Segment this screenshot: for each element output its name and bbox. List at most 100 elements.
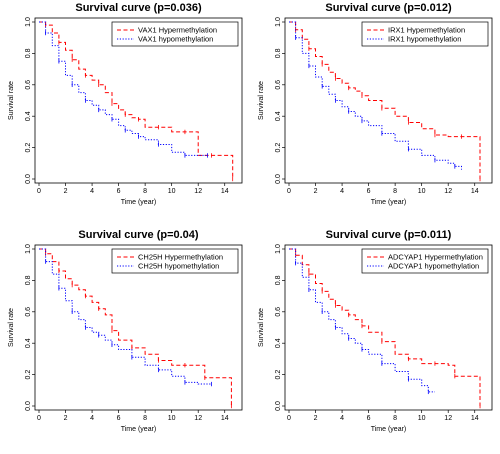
legend-box — [361, 248, 489, 274]
x-tick-label: 6 — [117, 188, 121, 195]
series-line-1 — [39, 248, 212, 385]
survival-panel-irx1: Survival curve (p=0.012) 0 2 4 6 8 10 12 14 0.0 0.… — [250, 0, 500, 227]
legend-box — [361, 21, 489, 47]
x-tick-label: 12 — [194, 415, 202, 422]
chart-svg: Survival curve (p=0.011) 0 2 4 6 8 10 12 14 0.0 0.… — [258, 229, 493, 433]
x-tick-label: 12 — [194, 188, 202, 195]
x-tick-label: 2 — [64, 188, 68, 195]
x-tick-label: 10 — [168, 415, 176, 422]
x-tick-label: 10 — [418, 415, 426, 422]
y-tick-label: 1.0 — [275, 17, 282, 27]
x-tick-label: 6 — [117, 415, 121, 422]
y-tick-label: 0.8 — [25, 48, 32, 58]
series-line-1 — [39, 21, 208, 156]
y-tick-label: 0.4 — [275, 111, 282, 121]
chart-title: Survival curve (p=0.04) — [78, 229, 198, 241]
y-tick-label: 0.0 — [25, 174, 32, 184]
x-tick-label: 8 — [143, 188, 147, 195]
chart-svg: Survival curve (p=0.04) 0 2 4 6 8 10 12 14 0.0 0.2… — [8, 229, 243, 433]
y-tick-label: 0.6 — [25, 80, 32, 90]
survival-panel-vax1: Survival curve (p=0.036) 0 2 4 6 8 10 12 14 0.0 0.… — [0, 0, 250, 227]
x-tick-label: 2 — [314, 415, 318, 422]
x-axis-label: Time (year) — [371, 199, 407, 206]
y-tick-label: 0.4 — [275, 338, 282, 348]
y-axis-label: Survival rate — [258, 81, 265, 120]
x-axis-label: Time (year) — [371, 426, 407, 433]
x-tick-label: 8 — [143, 415, 147, 422]
y-axis-label: Survival rate — [8, 81, 15, 120]
y-tick-label: 0.2 — [275, 370, 282, 380]
legend-entry: ADCYAP1 Hypermethylation — [388, 253, 483, 262]
y-tick-label: 0.8 — [275, 275, 282, 285]
x-tick-label: 14 — [221, 415, 229, 422]
x-tick-label: 4 — [340, 415, 344, 422]
chart-title: Survival curve (p=0.036) — [75, 2, 202, 14]
legend-entry: ADCYAP1 hypomethylation — [388, 262, 479, 271]
plot-frame — [34, 17, 243, 184]
y-tick-label: 0.6 — [25, 307, 32, 317]
x-tick-label: 6 — [367, 188, 371, 195]
x-tick-label: 0 — [37, 188, 41, 195]
plot-frame — [284, 244, 493, 411]
y-tick-label: 1.0 — [25, 17, 32, 27]
legend-entry: VAX1 Hypermethylation — [138, 26, 217, 35]
y-tick-label: 0.4 — [25, 338, 32, 348]
x-tick-label: 10 — [418, 188, 426, 195]
legend-entry: CH25H hypomethylation — [138, 262, 219, 271]
survival-panel-ch25h: Survival curve (p=0.04) 0 2 4 6 8 10 12 14 0.0 0.2… — [0, 227, 250, 454]
y-tick-label: 1.0 — [275, 244, 282, 254]
survival-panel-adcyap1: Survival curve (p=0.011) 0 2 4 6 8 10 12 14 0.0 0.… — [250, 227, 500, 454]
x-tick-label: 2 — [314, 188, 318, 195]
x-axis-label: Time (year) — [121, 199, 157, 206]
x-tick-label: 14 — [221, 188, 229, 195]
legend-entry: IRX1 Hypermethylation — [388, 26, 465, 35]
y-tick-label: 0.0 — [275, 174, 282, 184]
x-tick-label: 4 — [90, 415, 94, 422]
x-tick-label: 14 — [471, 415, 479, 422]
y-tick-label: 0.8 — [275, 48, 282, 58]
x-axis-label: Time (year) — [121, 426, 157, 433]
chart-svg: Survival curve (p=0.036) 0 2 4 6 8 10 12 14 0.0 0.… — [8, 2, 243, 206]
plot-frame — [284, 17, 493, 184]
y-tick-label: 0.0 — [275, 401, 282, 411]
x-tick-label: 2 — [64, 415, 68, 422]
x-tick-label: 6 — [367, 415, 371, 422]
legend-box — [111, 21, 239, 47]
y-tick-label: 0.6 — [275, 80, 282, 90]
y-tick-label: 0.4 — [25, 111, 32, 121]
x-tick-label: 8 — [393, 188, 397, 195]
plot-frame — [34, 244, 243, 411]
series-line-0 — [289, 21, 481, 179]
x-tick-label: 12 — [444, 188, 452, 195]
chart-svg: Survival curve (p=0.012) 0 2 4 6 8 10 12 14 0.0 0.… — [258, 2, 493, 206]
y-tick-label: 0.2 — [275, 143, 282, 153]
y-axis-label: Survival rate — [8, 308, 15, 347]
x-tick-label: 10 — [168, 188, 176, 195]
chart-title: Survival curve (p=0.011) — [326, 229, 452, 241]
y-tick-label: 0.6 — [275, 307, 282, 317]
y-tick-label: 0.8 — [25, 275, 32, 285]
series-line-0 — [289, 248, 481, 406]
y-tick-label: 0.2 — [25, 370, 32, 380]
legend-entry: CH25H Hypermethylation — [138, 253, 223, 262]
series-line-0 — [39, 248, 232, 406]
chart-title: Survival curve (p=0.012) — [325, 2, 452, 14]
x-tick-label: 0 — [287, 188, 291, 195]
x-tick-label: 14 — [471, 188, 479, 195]
y-axis-label: Survival rate — [258, 308, 265, 347]
y-tick-label: 0.0 — [25, 401, 32, 411]
x-tick-label: 8 — [393, 415, 397, 422]
legend-box — [111, 248, 239, 274]
y-tick-label: 0.2 — [25, 143, 32, 153]
x-tick-label: 0 — [37, 415, 41, 422]
legend-entry: IRX1 hypomethylation — [388, 35, 461, 44]
x-tick-label: 12 — [444, 415, 452, 422]
x-tick-label: 0 — [287, 415, 291, 422]
series-line-1 — [289, 21, 462, 170]
x-tick-label: 4 — [90, 188, 94, 195]
x-tick-label: 4 — [340, 188, 344, 195]
legend-entry: VAX1 hypomethylation — [138, 35, 213, 44]
series-line-0 — [39, 21, 234, 179]
y-tick-label: 1.0 — [25, 244, 32, 254]
